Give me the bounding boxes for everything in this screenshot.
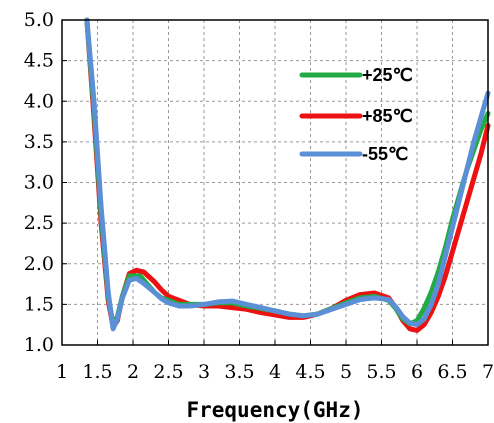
y-tick-label: 3.0 [24,172,54,194]
x-axis-label: Frequency(GHz) [186,398,363,422]
y-tick-label: 5.0 [24,9,54,31]
plot-frame [61,19,489,346]
y-tick-label: 1.5 [24,293,54,315]
x-tick-labels: 1 1.5 2 2.5 3 3.5 4 4.5 5 5.5 6 6.5 7 [56,361,494,383]
legend-label-0: +25℃ [362,65,413,85]
y-tick-label: 4.5 [24,50,54,72]
y-tick-label: 4.0 [24,90,54,112]
series-lines [84,17,491,333]
x-tick-label: 4 [269,361,281,383]
x-tick-label: 4.5 [295,361,325,383]
y-tick-labels: 1.0 1.5 2.0 2.5 3.0 3.5 4.0 4.5 5.0 [24,9,54,356]
x-tick-label: 5.5 [366,361,396,383]
x-tick-label: 6 [411,361,423,383]
x-tick-label: 2 [127,361,139,383]
x-tick-label: 3 [198,361,210,383]
x-tick-label: 3.5 [224,361,254,383]
legend-label-2: -55℃ [362,144,408,164]
legend: +25℃ +85℃ -55℃ [299,65,413,164]
y-tick-label: 3.5 [24,131,54,153]
x-tick-label: 5 [340,361,352,383]
x-tick-label: 1.5 [82,361,112,383]
y-tick-label: 2.5 [24,212,54,234]
x-tick-label: 1 [56,361,68,383]
x-tick-label: 6.5 [437,361,467,383]
x-tick-label: 2.5 [153,361,183,383]
legend-label-1: +85℃ [362,106,413,126]
y-tick-label: 2.0 [24,253,54,275]
series-line-2 [84,17,491,332]
x-tick-label: 7 [482,361,494,383]
y-tick-label: 1.0 [24,334,54,356]
